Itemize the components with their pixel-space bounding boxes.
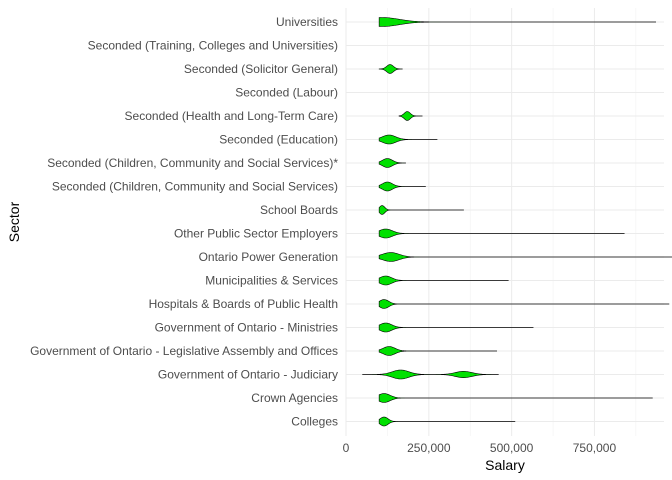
violin-seconded-children-community-and-social-services xyxy=(378,158,406,168)
y-tick-label: Seconded (Labour) xyxy=(235,86,338,100)
y-tick-label: Other Public Sector Employers xyxy=(174,227,338,241)
y-tick-label: Universities xyxy=(276,15,338,29)
violin-school-boards xyxy=(378,205,464,215)
y-tick-label: Seconded (Solicitor General) xyxy=(184,62,338,76)
x-tick-label: 750,000 xyxy=(573,441,617,455)
y-tick-label: Crown Agencies xyxy=(251,391,338,405)
violin-seconded-solicitor-general xyxy=(378,64,403,74)
y-tick-label: Colleges xyxy=(291,415,338,429)
violin-government-of-ontario-ministries xyxy=(378,322,534,333)
violins xyxy=(362,17,672,427)
y-tick-label: Seconded (Children, Community and Social… xyxy=(47,156,338,170)
y-tick-label: Municipalities & Services xyxy=(205,274,338,288)
x-axis-title: Salary xyxy=(485,457,525,473)
y-tick-label: Ontario Power Generation xyxy=(199,250,338,264)
violin-seconded-children-community-and-social-services xyxy=(378,181,426,192)
x-tick-labels: 0 250,000 500,000 750,000 xyxy=(343,441,617,455)
x-tick-label: 0 xyxy=(343,441,350,455)
violin-universities xyxy=(378,17,657,27)
violin-seconded-health-and-long-term-care xyxy=(398,111,423,121)
violin-colleges xyxy=(378,416,516,427)
y-tick-label: Seconded (Health and Long-Term Care) xyxy=(125,109,338,123)
violin-crown-agencies xyxy=(378,393,653,403)
y-tick-label: Seconded (Training, Colleges and Univers… xyxy=(88,39,338,53)
violin-hospitals-boards-of-public-health xyxy=(378,299,670,309)
violin-municipalities-services xyxy=(378,275,509,286)
y-tick-label: Government of Ontario - Legislative Asse… xyxy=(30,344,338,358)
x-tick-label: 250,000 xyxy=(407,441,451,455)
violin-other-public-sector-employers xyxy=(378,228,625,239)
y-tick-label: School Boards xyxy=(260,203,338,217)
violin-government-of-ontario-judiciary xyxy=(362,369,499,380)
y-tick-label: Government of Ontario - Judiciary xyxy=(158,368,338,382)
violin-seconded-education xyxy=(378,134,438,145)
y-tick-labels: Universities Seconded (Training, Colleges… xyxy=(30,15,338,429)
y-tick-label: Seconded (Children, Community and Social… xyxy=(52,180,338,194)
violin-ontario-power-generation xyxy=(378,252,672,262)
y-tick-label: Seconded (Education) xyxy=(219,133,338,147)
x-tick-label: 500,000 xyxy=(490,441,534,455)
y-tick-label: Government of Ontario - Ministries xyxy=(155,321,338,335)
y-axis-title: Sector xyxy=(6,201,22,242)
violin-government-of-ontario-legislative-assembly-and-offices xyxy=(378,346,498,356)
y-tick-label: Hospitals & Boards of Public Health xyxy=(149,297,338,311)
